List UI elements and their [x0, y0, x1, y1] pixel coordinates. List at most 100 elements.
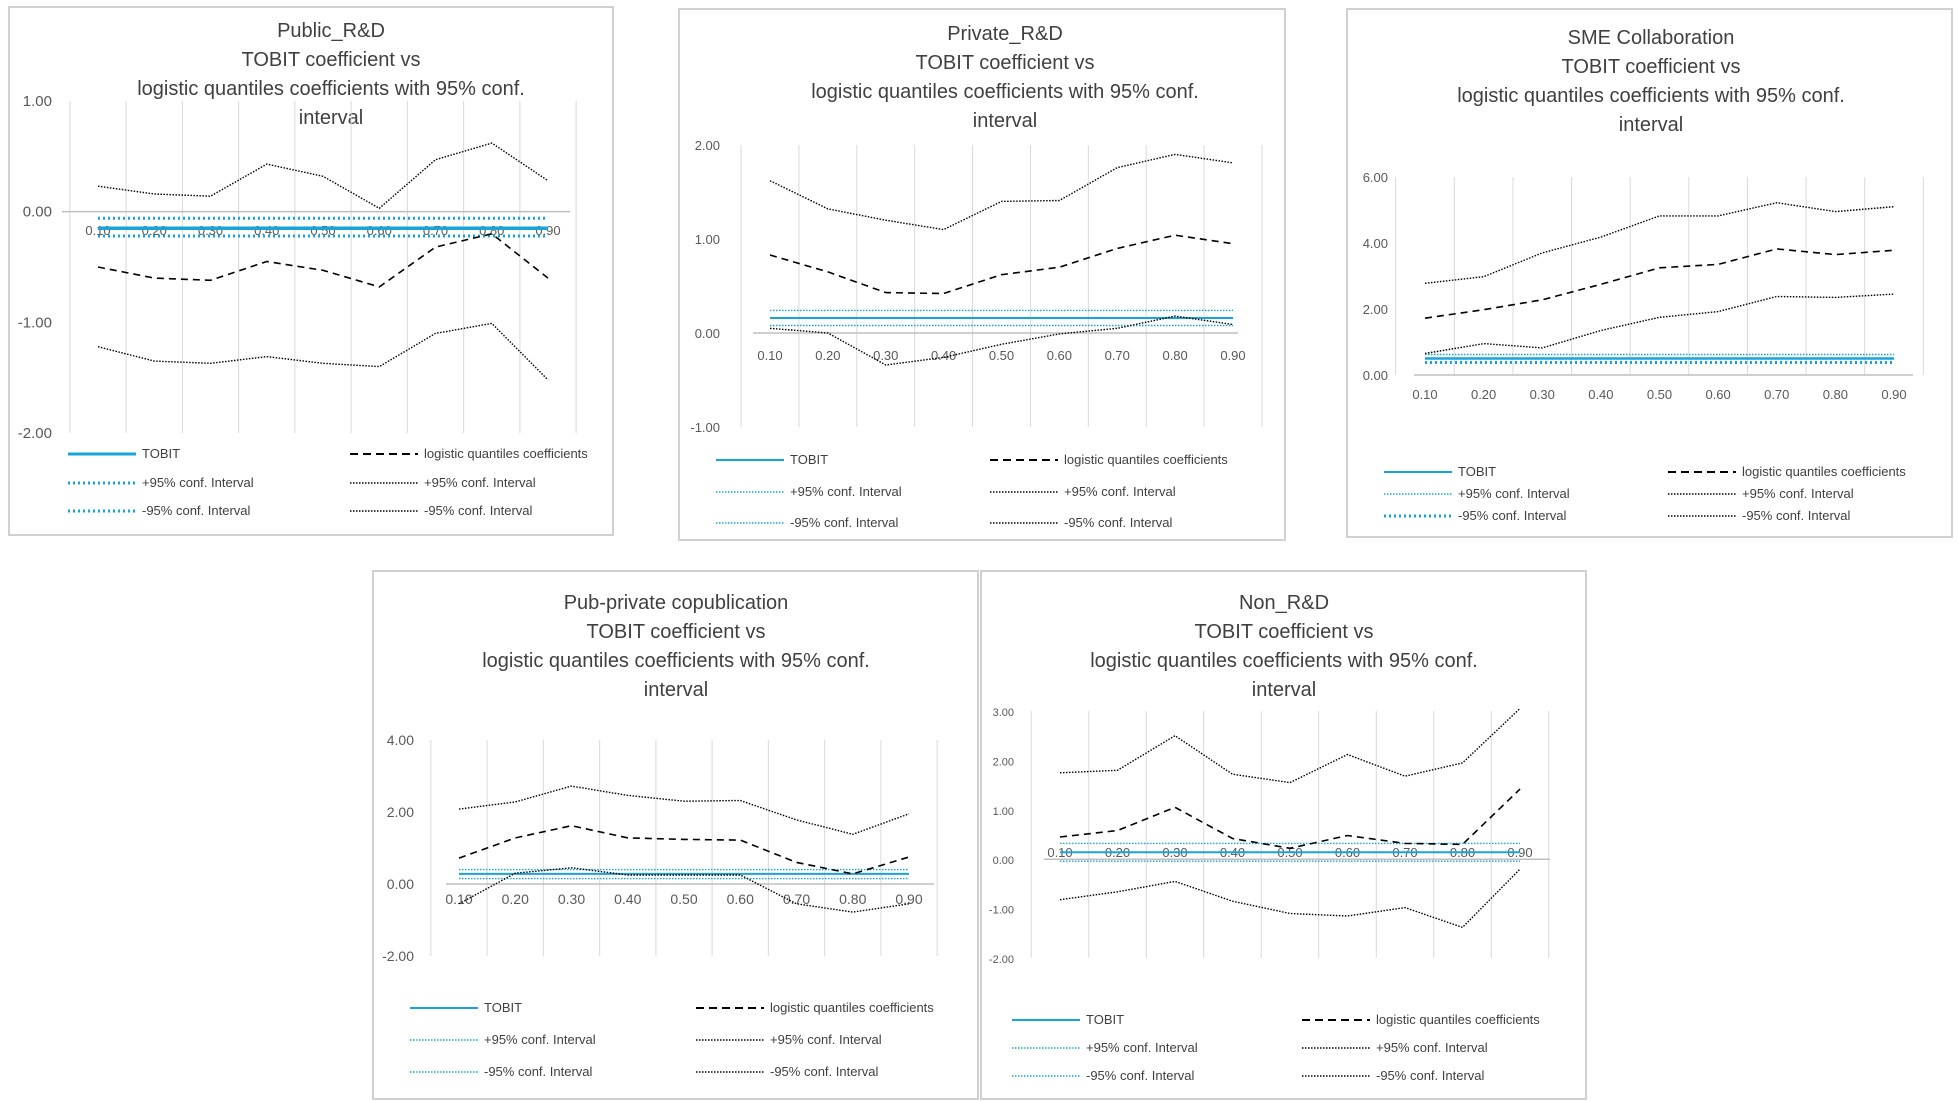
x-tick-label: 0.50	[989, 348, 1014, 363]
legend-label-tobit-lower: -95% conf. Interval	[1086, 1068, 1194, 1083]
y-tick-label: -2.00	[382, 948, 414, 964]
y-tick-label: 6.00	[1363, 170, 1388, 185]
chart-title-line: logistic quantiles coefficients with 95%…	[1090, 650, 1478, 672]
legend-label-tobit: TOBIT	[142, 446, 180, 461]
y-tick-label: 1.00	[695, 232, 720, 247]
series-logistic-lower-line	[1059, 868, 1521, 929]
legend-label-logit-lower: -95% conf. Interval	[1064, 515, 1172, 530]
x-tick-label: 0.40	[614, 891, 641, 907]
chart-svg-non-rd: Non_R&D TOBIT coefficient vs logistic qu…	[989, 592, 1550, 1083]
x-tick-label: 0.20	[502, 891, 529, 907]
x-tick-label: 0.50	[670, 891, 697, 907]
y-tick-label: 2.00	[695, 138, 720, 153]
y-tick-label: 0.00	[387, 876, 414, 892]
x-tick-label: 0.20	[1471, 387, 1496, 402]
legend-label-logistic: logistic quantiles coefficients	[1742, 464, 1906, 479]
chart-title-line: interval	[299, 107, 363, 129]
series-logistic-upper-line	[97, 142, 549, 210]
legend-label-tobit: TOBIT	[1086, 1012, 1124, 1027]
legend-label-logistic: logistic quantiles coefficients	[1376, 1012, 1540, 1027]
series-logistic-line	[458, 824, 910, 875]
chart-title: SME Collaboration TOBIT coefficient vs l…	[1457, 27, 1845, 136]
chart-title-line: Pub-private copublication	[564, 592, 789, 614]
series-logistic-line	[769, 234, 1234, 295]
chart-title-line: TOBIT coefficient vs	[242, 49, 421, 71]
x-tick-label: 0.10	[1412, 387, 1437, 402]
plot-area: 3.002.001.000.00-1.00-2.000.10 0.20 0.30 0.…	[989, 707, 1550, 966]
y-tick-label: 3.00	[993, 707, 1014, 719]
legend-label-tobit-lower: -95% conf. Interval	[484, 1064, 592, 1079]
x-tick-label: 0.70	[1105, 348, 1130, 363]
y-tick-label: 1.00	[23, 93, 52, 110]
plot-area: 2.00 1.00 0.00 -1.00 0.10 0.20 0.30 0.40 0.50 0.6…	[690, 138, 1263, 435]
chart-title: Private_R&D TOBIT coefficient vs logisti…	[811, 23, 1199, 132]
legend-label-tobit-upper: +95% conf. Interval	[484, 1032, 596, 1047]
chart-title-line: TOBIT coefficient vs	[916, 52, 1095, 74]
y-tick-label: 2.00	[1363, 302, 1388, 317]
legend-label-tobit-upper: +95% conf. Interval	[790, 484, 902, 499]
x-tick-label: 0.80	[479, 223, 504, 238]
chart-panel-private-rd: Private_R&D TOBIT coefficient vs logisti…	[678, 8, 1286, 541]
chart-title-line: Private_R&D	[947, 23, 1063, 45]
series-logistic-line	[1059, 788, 1521, 850]
x-tick-label: 0.30	[873, 348, 898, 363]
x-tick-label: 0.80	[839, 891, 866, 907]
y-tick-label: -1.00	[690, 420, 720, 435]
x-tick-label: 0.10	[445, 891, 472, 907]
x-tick-label: 0.40	[931, 348, 956, 363]
x-tick-label: 0.60	[1047, 348, 1072, 363]
legend-label-tobit: TOBIT	[790, 452, 828, 467]
chart-title-line: interval	[973, 110, 1037, 132]
legend-label-logit-upper: +95% conf. Interval	[1064, 484, 1176, 499]
chart-title-line: SME Collaboration	[1568, 27, 1735, 49]
chart-title-line: logistic quantiles coefficients with 95%…	[482, 650, 870, 672]
y-tick-label: 0.00	[23, 204, 52, 221]
series-logistic-lower-line	[97, 322, 549, 381]
y-tick-label: -1.00	[18, 314, 52, 331]
chart-title-line: logistic quantiles coefficients with 95%…	[811, 81, 1199, 103]
legend-label-tobit-upper: +95% conf. Interval	[1086, 1040, 1198, 1055]
chart-svg-private-rd: Private_R&D TOBIT coefficient vs logisti…	[690, 23, 1263, 530]
y-tick-label: 1.00	[993, 806, 1014, 818]
legend-label-logit-upper: +95% conf. Interval	[1376, 1040, 1488, 1055]
y-tick-label: 2.00	[993, 756, 1014, 768]
legend-label-logit-lower: -95% conf. Interval	[424, 503, 532, 518]
y-tick-label: 4.00	[387, 732, 414, 748]
x-tick-label: 0.40	[1588, 387, 1613, 402]
chart-title-line: Public_R&D	[277, 20, 385, 42]
legend-label-logistic: logistic quantiles coefficients	[1064, 452, 1228, 467]
legend-label-tobit-lower: -95% conf. Interval	[142, 503, 250, 518]
chart-title: Public_R&D TOBIT coefficient vs logistic…	[137, 20, 525, 129]
legend: TOBIT logistic quantiles coefficients +9…	[1384, 464, 1906, 523]
series-logistic-lower-line	[1424, 293, 1895, 355]
legend-label-logit-upper: +95% conf. Interval	[424, 475, 536, 490]
x-tick-label: 0.70	[1764, 387, 1789, 402]
legend-label-logit-lower: -95% conf. Interval	[1376, 1068, 1484, 1083]
x-tick-label: 0.20	[815, 348, 840, 363]
chart-title-line: interval	[1252, 679, 1316, 701]
x-tick-label: 0.90	[1881, 387, 1906, 402]
y-tick-label: 0.00	[993, 855, 1014, 867]
chart-title: Non_R&D TOBIT coefficient vs logistic qu…	[1090, 592, 1478, 701]
legend-label-logistic: logistic quantiles coefficients	[770, 1000, 934, 1015]
chart-title-line: TOBIT coefficient vs	[587, 621, 766, 643]
chart-svg-pub-private-copublication: Pub-private copublication TOBIT coeffici…	[382, 592, 938, 1079]
chart-title-line: Non_R&D	[1239, 592, 1329, 614]
x-tick-label: 0.10	[757, 348, 782, 363]
x-tick-label: 0.60	[1705, 387, 1730, 402]
y-tick-label: -2.00	[18, 425, 52, 442]
x-tick-label: 0.60	[727, 891, 754, 907]
legend-label-tobit-upper: +95% conf. Interval	[1458, 486, 1570, 501]
series-logistic-lower-line	[458, 867, 910, 913]
legend-label-logit-upper: +95% conf. Interval	[770, 1032, 882, 1047]
plot-area: 1.000.00-1.00-2.000.10 0.20 0.30 0.40 0.50 0.…	[18, 93, 577, 442]
legend-label-logistic: logistic quantiles coefficients	[424, 446, 588, 461]
y-tick-label: -1.00	[989, 905, 1014, 917]
y-tick-label: 2.00	[387, 804, 414, 820]
plot-area: 6.00 4.00 2.00 0.00 0.10 0.20 0.30 0.40 0.50 0.60…	[1363, 170, 1924, 402]
x-tick-label: 0.40	[254, 223, 279, 238]
chart-title-line: logistic quantiles coefficients with 95%…	[1457, 85, 1845, 107]
chart-title: Pub-private copublication TOBIT coeffici…	[482, 592, 870, 701]
x-tick-label: 0.70	[783, 891, 810, 907]
series-logistic-upper-line	[1424, 201, 1895, 284]
